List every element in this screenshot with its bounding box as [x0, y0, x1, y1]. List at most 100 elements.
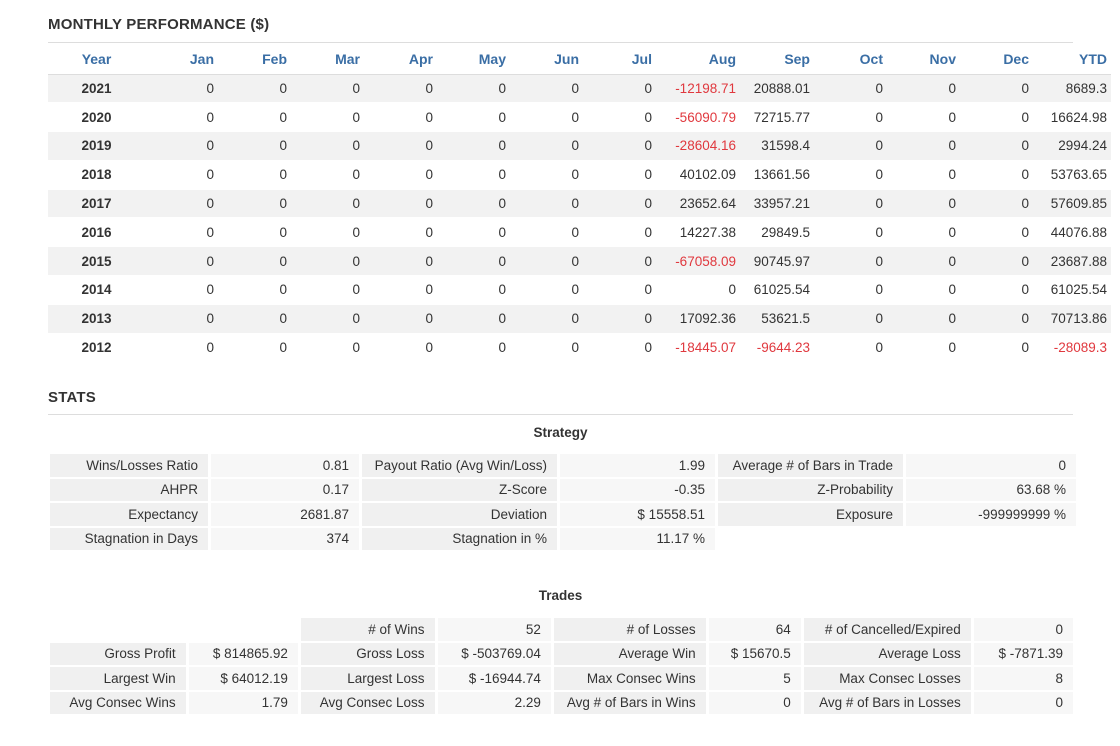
value-cell: 0 — [218, 333, 291, 363]
value-cell: 0 — [960, 160, 1033, 190]
value-cell: 57609.85 — [1033, 189, 1111, 219]
value-cell: -28604.16 — [656, 131, 740, 161]
value-cell: 0 — [218, 275, 291, 305]
column-header-dec: Dec — [960, 44, 1033, 75]
value-cell: 0 — [887, 160, 960, 190]
stat-label: Stagnation in % — [362, 527, 557, 550]
value-cell: 0 — [887, 74, 960, 104]
value-cell: 29849.5 — [740, 217, 814, 248]
empty-cell — [906, 528, 1076, 551]
value-cell: 0 — [364, 246, 437, 277]
value-cell: -67058.09 — [656, 246, 740, 277]
value-cell: 72715.77 — [740, 102, 814, 133]
value-cell: 0 — [218, 189, 291, 219]
table-row: 2018 0 0 0 0 0 0 0 40102.09 13661.56 0 0 0 53763.65 — [48, 160, 1111, 190]
stat-label: Gross Profit — [50, 642, 186, 665]
stat-label: Exposure — [718, 503, 903, 526]
value-cell: 0 — [145, 275, 218, 305]
stat-label: Largest Win — [50, 667, 186, 690]
value-cell: 0 — [960, 189, 1033, 219]
empty-cell — [50, 618, 186, 641]
value-cell: 0 — [583, 246, 656, 277]
value-cell: 0 — [145, 74, 218, 104]
value-cell: 33957.21 — [740, 189, 814, 219]
value-cell: 0 — [145, 102, 218, 133]
value-cell: 0 — [887, 246, 960, 277]
value-cell: 0 — [814, 131, 887, 161]
value-cell: 0 — [291, 275, 364, 305]
table-row: 2014 0 0 0 0 0 0 0 0 61025.54 0 0 0 61025.54 — [48, 275, 1111, 305]
value-cell: 53621.5 — [740, 304, 814, 334]
value-cell: 0 — [437, 304, 510, 334]
value-cell: 0 — [583, 131, 656, 161]
value-cell: 0 — [510, 74, 583, 104]
value-cell: 0 — [583, 102, 656, 133]
value-cell: 0 — [291, 74, 364, 104]
stats-row: Gross Profit $ 814865.92 Gross Loss $ -5037… — [50, 642, 1073, 665]
value-cell: 23652.64 — [656, 189, 740, 219]
value-cell: 0 — [814, 333, 887, 363]
year-cell: 2021 — [48, 74, 145, 104]
year-cell: 2017 — [48, 189, 145, 219]
stats-row: AHPR 0.17 Z-Score -0.35 Z-Probability 63.68 % — [50, 478, 1076, 501]
value-cell: 2994.24 — [1033, 131, 1111, 161]
year-cell: 2018 — [48, 160, 145, 190]
value-cell: 0 — [960, 333, 1033, 363]
column-header-may: May — [437, 44, 510, 75]
value-cell: 0 — [291, 102, 364, 133]
value-cell: 0 — [814, 160, 887, 190]
value-cell: 0 — [364, 217, 437, 248]
empty-cell — [718, 528, 903, 551]
stats-row: Largest Win $ 64012.19 Largest Loss $ -1694… — [50, 667, 1073, 690]
value-cell: 0 — [814, 304, 887, 334]
stat-label: Average Win — [553, 642, 706, 665]
value-cell: 0 — [960, 131, 1033, 161]
value-cell: 0 — [364, 131, 437, 161]
column-header-ytd: YTD — [1033, 44, 1111, 75]
stat-value: 0 — [708, 691, 801, 714]
value-cell: 0 — [814, 217, 887, 248]
value-cell: 0 — [437, 160, 510, 190]
stat-label: Expectancy — [50, 503, 208, 526]
value-cell: 0 — [437, 275, 510, 305]
stat-label: Average Loss — [803, 642, 971, 665]
value-cell: 0 — [510, 304, 583, 334]
table-header-row: Year Jan Feb Mar Apr May Jun Jul Aug Sep Oct Nov Dec… — [48, 44, 1111, 75]
value-cell: 0 — [583, 333, 656, 363]
column-header-jan: Jan — [145, 44, 218, 75]
stat-value: $ -503769.04 — [437, 642, 551, 665]
column-header-oct: Oct — [814, 44, 887, 75]
column-header-feb: Feb — [218, 44, 291, 75]
value-cell: 0 — [887, 102, 960, 133]
value-cell: -18445.07 — [656, 333, 740, 363]
stat-value: 2681.87 — [211, 503, 359, 526]
stat-value: 1.99 — [560, 454, 715, 477]
value-cell: 0 — [887, 131, 960, 161]
table-row: 2021 0 0 0 0 0 0 0 -12198.71 20888.01 0 0 0 8689.3 — [48, 74, 1111, 104]
column-header-nov: Nov — [887, 44, 960, 75]
value-cell: 0 — [887, 217, 960, 248]
column-header-aug: Aug — [656, 44, 740, 75]
stat-value: 2.29 — [437, 691, 551, 714]
value-cell: 0 — [364, 74, 437, 104]
value-cell: 0 — [437, 246, 510, 277]
value-cell: 0 — [583, 74, 656, 104]
value-cell: 0 — [437, 217, 510, 248]
value-cell: 90745.97 — [740, 246, 814, 277]
value-cell: 0 — [510, 102, 583, 133]
stat-label: Avg # of Bars in Wins — [553, 691, 706, 714]
year-cell: 2020 — [48, 102, 145, 133]
value-cell: 0 — [291, 217, 364, 248]
column-header-year: Year — [48, 44, 145, 75]
year-cell: 2014 — [48, 275, 145, 305]
value-cell: 23687.88 — [1033, 246, 1111, 277]
stat-label: Wins/Losses Ratio — [50, 454, 208, 477]
value-cell: 0 — [960, 74, 1033, 104]
stat-value: -0.35 — [560, 478, 715, 501]
stat-value: 0.17 — [211, 478, 359, 501]
value-cell: 0 — [218, 246, 291, 277]
monthly-title-divider — [48, 42, 1073, 43]
value-cell: 0 — [291, 333, 364, 363]
value-cell: 0 — [145, 333, 218, 363]
stat-label: Deviation — [362, 503, 557, 526]
